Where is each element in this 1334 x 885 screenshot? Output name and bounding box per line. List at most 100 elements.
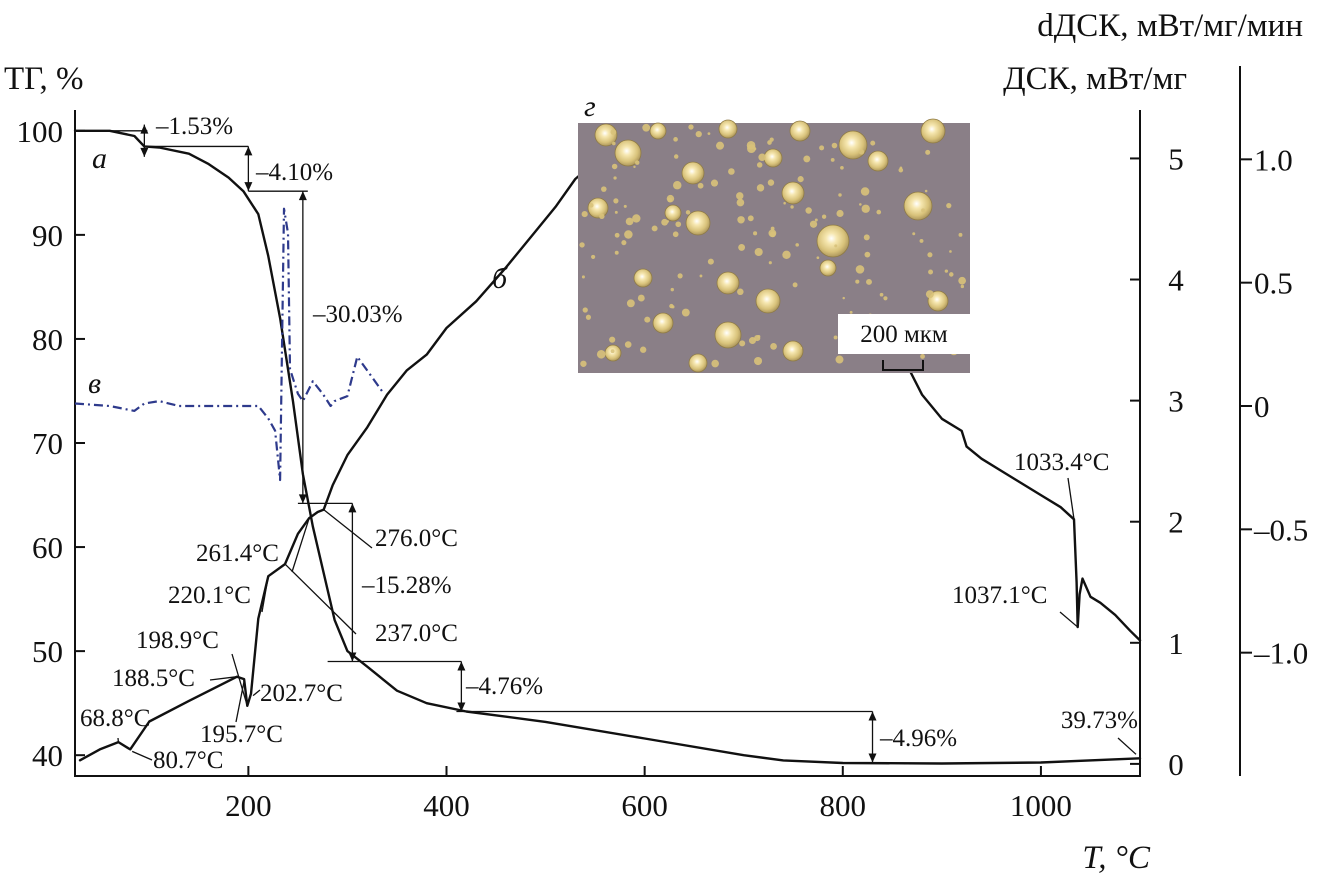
arrowhead — [140, 147, 149, 157]
micrograph-particle — [652, 312, 674, 334]
micrograph-speck — [860, 187, 870, 196]
micrograph-speck — [805, 207, 812, 214]
micrograph-speck — [767, 140, 772, 145]
y-left-tick-label: 90 — [32, 218, 63, 253]
annotation-label: –15.28% — [361, 572, 452, 599]
annotation-label: 237.0°C — [375, 620, 458, 647]
y-left-tick-label: 100 — [17, 114, 64, 149]
micrograph-speck — [870, 140, 876, 146]
micrograph-speck — [821, 214, 827, 219]
micrograph-particle — [763, 148, 783, 168]
micrograph-speck — [838, 193, 842, 197]
micrograph-particle — [838, 130, 868, 160]
micrograph-speck — [596, 349, 606, 359]
micrograph-speck — [688, 124, 694, 130]
micrograph-speck — [610, 129, 617, 136]
micrograph-speck — [695, 131, 702, 138]
leader-line — [235, 681, 245, 723]
micrograph-speck — [746, 140, 756, 150]
curve-letter: а — [92, 142, 107, 175]
micrograph-speck — [944, 269, 949, 273]
arrowhead — [298, 191, 307, 201]
y-right-outer-tick-label: 0 — [1254, 389, 1270, 424]
micrograph-speck — [707, 258, 714, 265]
micrograph-speck — [858, 149, 865, 155]
micrograph-speck — [866, 278, 872, 285]
micrograph-speck — [912, 232, 916, 236]
micrograph-speck — [770, 342, 777, 350]
micrograph-speck — [949, 272, 954, 277]
annotation-label: –4.76% — [465, 673, 543, 700]
micrograph-speck — [809, 220, 818, 228]
micrograph-particle — [755, 288, 781, 314]
micrograph-speck — [797, 176, 804, 183]
micrograph-speck — [819, 145, 825, 151]
y-left-tick-label: 60 — [32, 530, 63, 565]
x-tick-label: 600 — [621, 788, 668, 823]
micrograph-particle — [816, 224, 850, 258]
micrograph-speck — [816, 256, 820, 260]
micrograph-speck — [610, 349, 615, 354]
micrograph-speck — [782, 250, 791, 260]
micrograph-speck — [633, 165, 636, 169]
micrograph-speck — [642, 123, 651, 132]
micrograph-speck — [666, 220, 670, 223]
micrograph-speck — [673, 154, 679, 159]
annotation-label: –1.53% — [155, 113, 233, 140]
micrograph-speck — [814, 218, 818, 222]
annotation-label: 1033.4°C — [1014, 449, 1109, 476]
arrowhead — [457, 702, 466, 712]
micrograph-speck — [626, 299, 635, 308]
micrograph-speck — [599, 213, 605, 219]
scale-bar — [882, 360, 924, 371]
micrograph-speck — [697, 182, 704, 189]
micrograph-speck — [736, 198, 745, 207]
micrograph-speck — [898, 167, 904, 173]
y-right-inner-tick-label: 0 — [1168, 747, 1184, 782]
x-tick-label: 200 — [225, 788, 272, 823]
curve-letter: в — [88, 367, 101, 400]
micrograph-speck — [840, 165, 844, 170]
micrograph-speck — [736, 192, 744, 200]
annotation-label: 195.7°C — [200, 721, 283, 748]
micrograph-speck — [876, 209, 882, 215]
micrograph-speck — [767, 179, 775, 186]
micrograph-speck — [859, 203, 862, 206]
micrograph-speck — [644, 316, 651, 323]
leader-line — [1059, 611, 1079, 628]
micrograph-speck — [946, 203, 952, 209]
annotation-label: 202.7°C — [260, 680, 343, 707]
micrograph-speck — [711, 359, 719, 368]
arrowhead — [140, 124, 149, 134]
micrograph-particle — [685, 210, 711, 236]
arrowhead — [348, 503, 357, 513]
micrograph-particle — [614, 139, 642, 167]
micrograph-speck — [639, 346, 647, 353]
micrograph-speck — [849, 310, 853, 314]
micrograph-speck — [737, 216, 745, 224]
micrograph-speck — [928, 269, 934, 275]
leader-line — [1117, 737, 1137, 755]
micrograph-speck — [637, 294, 645, 302]
micrograph-speck — [739, 340, 746, 347]
micrograph-speck — [799, 346, 803, 350]
y-right-outer-tick-label: –0.5 — [1253, 512, 1308, 547]
leader-line — [284, 563, 357, 635]
micrograph-inset: 200 мкм г — [578, 90, 970, 373]
micrograph-speck — [790, 205, 794, 209]
micrograph-speck — [855, 279, 860, 284]
micrograph-speck — [710, 179, 719, 187]
micrograph-speck — [748, 337, 757, 345]
micrograph-particle — [819, 259, 837, 277]
micrograph-speck — [753, 231, 758, 236]
micrograph-particle — [781, 181, 805, 205]
y-right-outer-tick-label: 0.5 — [1254, 266, 1293, 301]
arrowhead — [868, 711, 877, 721]
y-right-inner-tick-label: 2 — [1168, 505, 1184, 540]
y-right-inner-tick-label: 3 — [1168, 384, 1184, 419]
leader-line — [231, 653, 248, 706]
micrograph-speck — [669, 303, 674, 309]
annotation-label: 188.5°C — [112, 665, 195, 692]
micrograph-speck — [601, 186, 607, 192]
